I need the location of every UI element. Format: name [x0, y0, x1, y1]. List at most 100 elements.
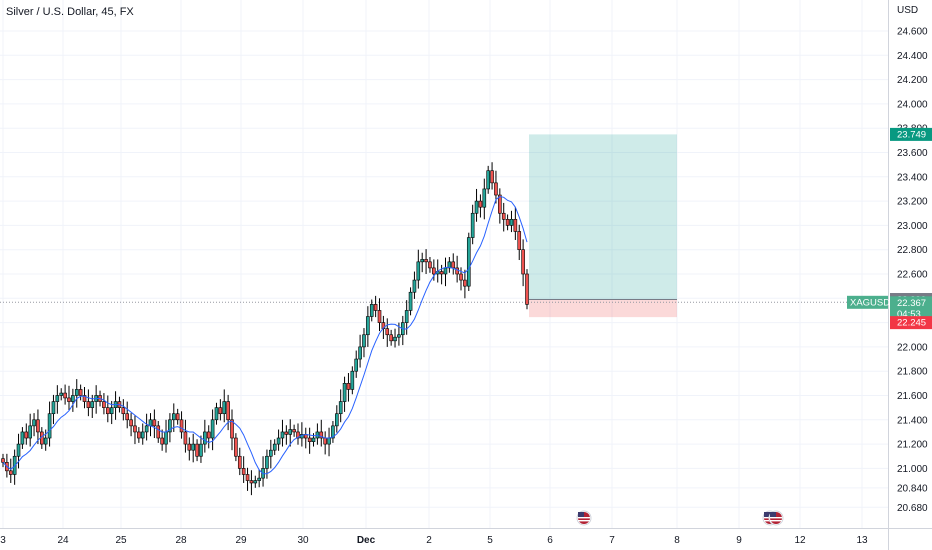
chart-grid — [0, 0, 888, 528]
candle-body — [335, 413, 339, 427]
price-tick: 20.840 — [897, 483, 928, 494]
candle-body — [428, 261, 432, 269]
candle-body — [377, 310, 382, 323]
candle-body — [191, 443, 195, 451]
candle-body — [230, 419, 234, 439]
candle-body — [358, 346, 362, 360]
candle-body — [168, 419, 172, 433]
candle-body — [55, 395, 60, 402]
candle-body — [218, 407, 223, 415]
time-tick: 28 — [175, 535, 187, 546]
price-tick: 21.000 — [897, 464, 928, 475]
price-tick: 23.000 — [897, 221, 928, 232]
candle-body — [319, 431, 324, 439]
candle-body — [292, 429, 296, 433]
candle-body — [109, 407, 114, 415]
svg-text:23.749: 23.749 — [897, 129, 926, 140]
candle-body — [280, 431, 285, 439]
candle-body — [121, 407, 126, 415]
candle-body — [474, 200, 479, 214]
svg-text:04:53: 04:53 — [897, 309, 921, 320]
candle-body — [486, 170, 490, 190]
candle-body — [451, 261, 456, 269]
candle-body — [288, 429, 293, 435]
candle-body — [478, 200, 483, 208]
candle-body — [346, 383, 351, 390]
candle-body — [354, 358, 359, 372]
candle-body — [447, 261, 452, 269]
candle-body — [237, 455, 242, 469]
price-tick: 23.600 — [897, 148, 928, 159]
candle-body — [513, 219, 518, 232]
candle-body — [144, 425, 149, 433]
candle-body — [43, 437, 48, 445]
candle-body — [412, 279, 417, 293]
candle-body — [125, 413, 130, 421]
candle-body — [408, 291, 413, 311]
candle-body — [24, 431, 29, 439]
candle-body — [203, 431, 207, 445]
candle-body — [455, 267, 459, 275]
candle-body — [424, 259, 428, 263]
candle-body — [71, 395, 75, 402]
candle-body — [160, 437, 164, 445]
long-position-tool[interactable] — [529, 134, 677, 318]
currency-label: USD — [897, 5, 918, 16]
candle-body — [342, 383, 347, 402]
candle-body — [67, 397, 71, 402]
target-zone[interactable] — [529, 134, 677, 300]
moving-average-line — [2, 196, 528, 475]
candle-body — [1, 458, 5, 463]
candle-body — [443, 267, 448, 275]
candle-body — [90, 401, 95, 408]
candle-body — [28, 425, 32, 439]
candle-body — [490, 170, 494, 184]
price-tick: 22.800 — [897, 245, 928, 256]
stop-zone[interactable] — [529, 299, 677, 318]
candle-body — [175, 413, 180, 421]
candle-body — [32, 419, 36, 427]
price-tick: 21.600 — [897, 391, 928, 402]
candle-body — [249, 480, 254, 484]
time-axis[interactable]: 3 24 25 28 29 30 Dec 2 5 6 7 8 9 12 13 — [0, 535, 868, 546]
candle-body — [164, 431, 168, 445]
candle-body — [59, 392, 64, 396]
candle-body — [234, 437, 238, 457]
candle-body — [51, 401, 56, 415]
candle-body — [222, 401, 227, 415]
candle-body — [463, 279, 467, 287]
candle-body — [482, 188, 487, 208]
candle-body — [206, 431, 211, 439]
candle-body — [404, 310, 409, 323]
time-tick: Dec — [357, 535, 376, 546]
candle-body — [187, 443, 192, 451]
candle-body — [459, 273, 463, 281]
time-tick: 7 — [609, 535, 615, 546]
candle-body — [389, 334, 393, 342]
price-tick: 23.400 — [897, 172, 928, 183]
price-tick: 22.600 — [897, 270, 928, 281]
candle-body — [307, 437, 312, 442]
candle-body — [393, 336, 397, 342]
symbol-badge[interactable]: XAGUSD — [847, 295, 890, 309]
price-tick: 21.200 — [897, 440, 928, 451]
us-flag-icon[interactable] — [576, 510, 592, 526]
price-axis[interactable]: 24.60024.40024.20024.00023.80023.60023.4… — [897, 27, 928, 514]
target-price-badge: 23.749 — [890, 127, 932, 141]
time-tick: 3 — [0, 535, 6, 546]
svg-text:22.245: 22.245 — [897, 318, 926, 329]
candle-body — [8, 470, 13, 475]
candle-body — [74, 389, 79, 396]
us-flag-icon[interactable] — [768, 510, 784, 526]
price-tick: 21.800 — [897, 367, 928, 378]
time-tick: 13 — [856, 535, 868, 546]
time-tick: 6 — [547, 535, 553, 546]
candle-body — [140, 431, 145, 439]
candle-body — [47, 413, 52, 439]
candle-body — [20, 431, 25, 445]
candle-body — [296, 431, 300, 439]
candle-body — [362, 334, 366, 348]
time-tick: 2 — [426, 535, 432, 546]
candle-body — [253, 480, 258, 484]
